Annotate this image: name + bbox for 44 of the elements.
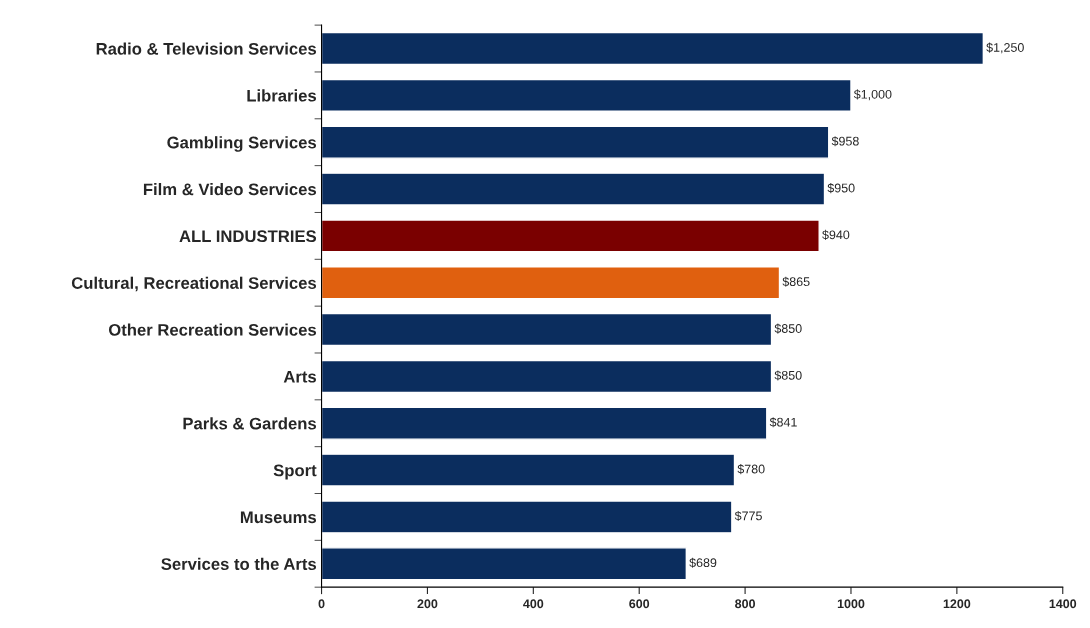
bar — [321, 172, 826, 206]
bar — [321, 500, 733, 534]
data-label: $865 — [782, 276, 810, 287]
bar — [321, 219, 820, 253]
data-label: $958 — [831, 136, 859, 147]
bar — [321, 547, 688, 581]
y-tick-label: ALL INDUSTRIES — [179, 230, 317, 243]
bar — [321, 359, 773, 394]
bar — [321, 312, 773, 347]
y-tick-label: Services to the Arts — [161, 557, 317, 570]
bar — [321, 31, 985, 66]
y-tick-label: Museums — [240, 511, 317, 524]
y-tick-label: Film & Video Services — [143, 183, 317, 196]
data-label: $850 — [774, 370, 802, 381]
bar — [321, 453, 736, 487]
y-tick-label: Arts — [283, 370, 317, 383]
data-label: $1,000 — [853, 89, 892, 101]
bar — [321, 78, 852, 112]
y-tick-label: Radio & Television Services — [96, 42, 317, 55]
bar — [321, 125, 830, 159]
y-tick-label: Libraries — [247, 89, 317, 102]
data-label: $841 — [769, 417, 797, 428]
data-label: $940 — [822, 229, 850, 240]
y-tick-label: Cultural, Recreational Services — [71, 276, 317, 292]
bar — [321, 266, 781, 300]
y-tick-label: Other Recreation Services — [108, 323, 317, 336]
data-label: $950 — [827, 183, 855, 194]
x-tick-label: 0 — [318, 599, 325, 609]
data-label: $689 — [689, 557, 717, 568]
data-label: $1,250 — [986, 42, 1024, 54]
bar — [321, 406, 768, 440]
x-tick-label: 1400 — [1049, 599, 1077, 609]
y-tick-label: Gambling Services — [167, 136, 317, 152]
data-label: $850 — [774, 323, 802, 334]
x-tick-label: 1200 — [943, 599, 971, 609]
data-label: $775 — [734, 510, 762, 522]
y-tick-label: Parks & Gardens — [183, 417, 317, 430]
y-tick-label: Sport — [273, 464, 317, 480]
x-tick-label: 200 — [417, 599, 438, 609]
x-tick-label: 800 — [735, 599, 756, 609]
data-label: $780 — [737, 464, 765, 475]
x-tick-label: 1000 — [837, 599, 865, 609]
x-tick-label: 400 — [523, 599, 544, 609]
x-tick-label: 600 — [629, 599, 650, 609]
